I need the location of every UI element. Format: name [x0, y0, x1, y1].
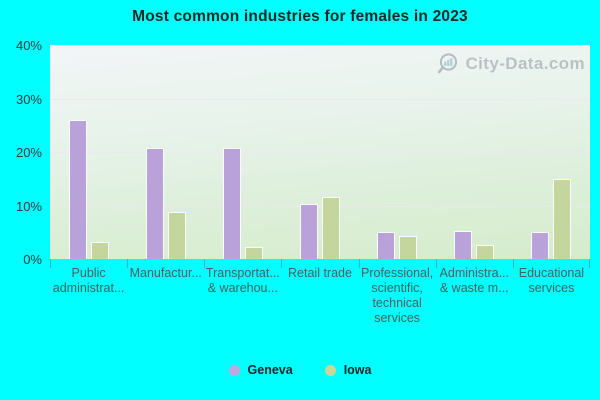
legend-swatch-icon — [324, 364, 336, 376]
gridline — [50, 98, 590, 100]
legend-item-iowa: Iowa — [324, 363, 372, 377]
watermark: City-Data.com — [436, 51, 585, 77]
bar-iowa — [167, 211, 186, 259]
x-axis-label: Transportat... & warehou... — [205, 266, 280, 295]
bar-iowa — [476, 245, 495, 259]
x-axis-label: Manufactur... — [129, 266, 202, 280]
x-axis-label: Administra... & waste m... — [439, 266, 509, 295]
bar-iowa — [553, 179, 572, 259]
axis-tick — [435, 259, 437, 268]
bar-group — [281, 45, 358, 259]
y-axis-label: 10% — [15, 198, 42, 214]
bar-group — [127, 45, 204, 259]
bar-iowa — [244, 247, 263, 259]
y-axis: 40% 30% 20% 10% 0% — [0, 38, 44, 267]
y-axis-label: 40% — [15, 38, 42, 53]
legend-swatch-icon — [228, 364, 240, 376]
x-axis-label: Educational services — [518, 266, 585, 295]
bar-geneva — [299, 203, 318, 259]
bar-geneva — [68, 119, 87, 259]
gridline — [50, 152, 590, 153]
gridline — [50, 205, 590, 207]
x-axis-labels: Public administrat... Manufactur... Transpo… — [50, 266, 590, 326]
y-axis-label: 0% — [23, 252, 42, 267]
axis-tick — [512, 259, 514, 268]
axis-tick — [589, 259, 590, 268]
plot-area: City-Data.com — [50, 45, 590, 259]
axis-tick — [281, 259, 283, 268]
x-axis-label: Public administrat... — [52, 266, 125, 295]
chart-title: Most common industries for females in 20… — [132, 8, 468, 25]
bar-geneva — [454, 231, 473, 259]
legend-item-geneva: Geneva — [228, 363, 293, 377]
x-axis-label: Retail trade — [288, 266, 352, 280]
y-axis-label: 20% — [15, 145, 42, 160]
bar-iowa — [399, 236, 418, 259]
x-axis-label: Professional, scientific, technical service… — [361, 266, 434, 325]
axis-tick — [204, 259, 206, 268]
city-data-logo-icon — [436, 51, 462, 77]
bar-iowa — [90, 241, 109, 259]
legend-label: Iowa — [343, 363, 372, 377]
bars-row — [50, 45, 590, 259]
bar-geneva — [377, 232, 396, 259]
bar-group — [359, 45, 436, 259]
bar-geneva — [222, 148, 241, 259]
bar-group — [436, 45, 513, 259]
bar-iowa — [321, 196, 340, 259]
axis-tick — [358, 259, 360, 268]
y-axis-label: 30% — [15, 91, 42, 107]
watermark-text: City-Data.com — [465, 54, 585, 73]
axis-tick — [127, 259, 129, 268]
x-ticks — [50, 259, 590, 268]
bar-group — [513, 45, 590, 259]
bar-group — [204, 45, 281, 259]
bar-group — [50, 45, 127, 259]
bar-geneva — [531, 231, 550, 259]
axis-tick — [50, 259, 51, 268]
legend: Geneva Iowa — [0, 363, 600, 377]
legend-label: Geneva — [247, 363, 293, 377]
bar-geneva — [145, 148, 164, 259]
